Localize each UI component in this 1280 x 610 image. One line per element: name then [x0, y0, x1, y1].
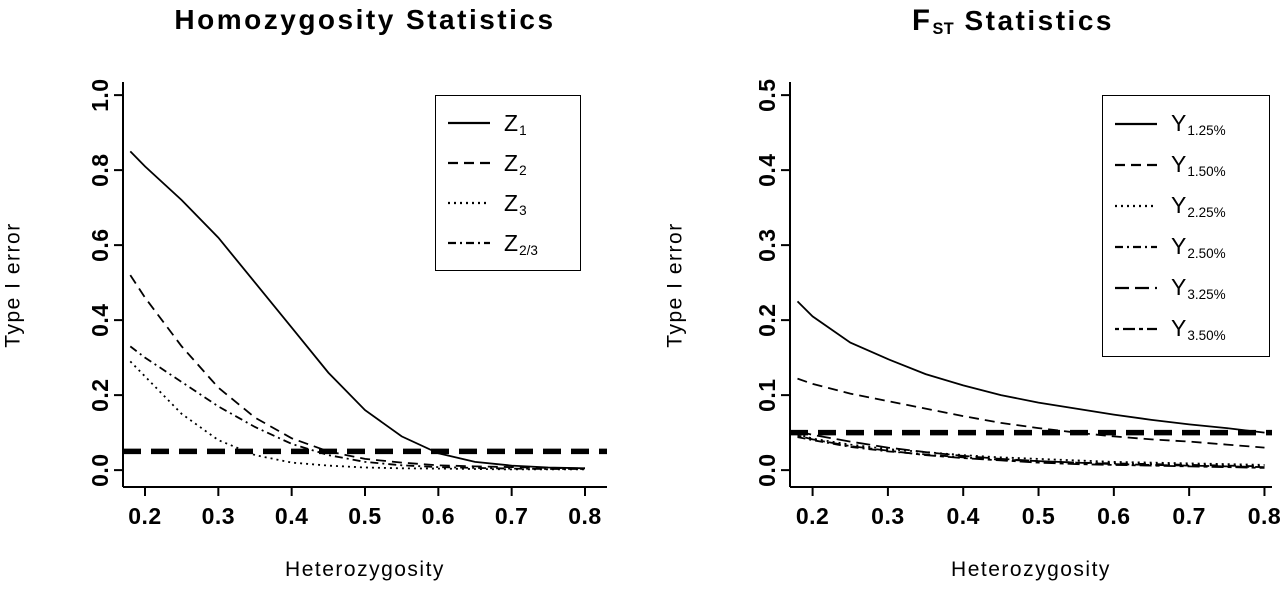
- x-axis-label: Heterozygosity: [951, 558, 1111, 581]
- y-tick-label: 1.0: [87, 78, 113, 111]
- x-tick-label: 0.7: [495, 503, 528, 529]
- legend-homozygosity: Z1 Z2 Z3 Z2/3: [435, 95, 581, 271]
- legend-label-main: Y: [1171, 274, 1187, 300]
- legend-item-Y1.25%: Y1.25%: [1113, 103, 1269, 144]
- series-curve-Y2.25%: [797, 433, 1265, 466]
- legend-label-subscript: 1.25%: [1187, 123, 1226, 138]
- x-tick-label: 0.5: [1022, 503, 1055, 529]
- legend-item-Y3.25%: Y3.25%: [1113, 267, 1269, 308]
- legend-line-sample: [448, 241, 490, 245]
- x-axis-label: Heterozygosity: [285, 558, 445, 581]
- legend-item-Y3.50%: Y3.50%: [1113, 308, 1269, 349]
- chart-title-part: Homozygosity Statistics: [174, 4, 556, 35]
- legend-label: Y2.25%: [1171, 192, 1226, 220]
- x-tick-label: 0.7: [1172, 503, 1205, 529]
- legend-label-subscript: 1: [519, 122, 527, 138]
- legend-label-main: Z: [504, 149, 519, 176]
- plot-fst: 0.2 0.3 0.4 0.5 0.6 0.7 0.8 0.0 0.1 0.2 0.3 0.4 0.5: [754, 78, 1280, 529]
- y-tick-label: 0.0: [754, 453, 780, 486]
- legend-label: Z3: [504, 189, 527, 218]
- legend-label-subscript: 1.50%: [1187, 164, 1226, 179]
- legend-item-Y2.50%: Y2.50%: [1113, 226, 1269, 267]
- series-curve-Y1.25%: [796, 300, 1265, 434]
- y-tick-label: 0.2: [754, 303, 780, 336]
- legend-label: Z1: [504, 109, 527, 138]
- y-tick-label: 0.5: [754, 78, 780, 111]
- legend-label-main: Y: [1171, 192, 1187, 218]
- legend-label: Y3.50%: [1171, 315, 1226, 343]
- legend-label: Z2: [504, 149, 527, 178]
- x-tick-label: 0.3: [871, 503, 904, 529]
- y-tick-label: 0.6: [87, 228, 113, 261]
- legend-line-sample: [1115, 122, 1157, 125]
- series-curve-Z3: [129, 360, 585, 471]
- legend-item-Y2.25%: Y2.25%: [1113, 185, 1269, 226]
- x-tick-label: 0.2: [796, 503, 829, 529]
- y-tick-label: 0.4: [87, 303, 113, 336]
- x-tick-label: 0.4: [946, 503, 979, 529]
- legend-label-subscript: 2/3: [519, 242, 538, 258]
- legend-label-subscript: 2: [519, 162, 527, 178]
- legend-item-Z3: Z3: [446, 183, 580, 223]
- panel-fst: FST Statistics Type I error 0.2 0.3 0.4 0.5…: [640, 0, 1280, 610]
- x-tick-label: 0.4: [275, 503, 308, 529]
- legend-fst: Y1.25% Y1.50% Y2.25% Y2.50% Y3.25% Y3.50%: [1102, 95, 1270, 357]
- y-tick-label: 0.4: [754, 153, 780, 186]
- x-tick-label: 0.6: [1097, 503, 1130, 529]
- x-tick-label: 0.6: [422, 503, 455, 529]
- legend-line-sample: [1115, 245, 1157, 248]
- legend-label: Y1.25%: [1171, 110, 1226, 138]
- legend-label: Y3.25%: [1171, 274, 1226, 302]
- legend-label-subscript: 3.25%: [1187, 287, 1226, 302]
- series-curve-Y3.50%: [797, 434, 1265, 469]
- y-tick-label: 0.0: [87, 453, 113, 486]
- chart-title-part: F: [912, 4, 933, 37]
- x-tick-label: 0.2: [128, 503, 161, 529]
- x-tick-label: 0.8: [1248, 503, 1280, 529]
- legend-item-Y1.50%: Y1.50%: [1113, 144, 1269, 185]
- legend-label-main: Y: [1171, 110, 1187, 136]
- legend-label-main: Y: [1171, 151, 1187, 177]
- legend-line-sample: [448, 201, 490, 205]
- legend-item-Z2: Z2: [446, 143, 580, 183]
- legend-label-subscript: 2.50%: [1187, 246, 1226, 261]
- legend-label: Z2/3: [504, 229, 538, 258]
- legend-label-main: Z: [504, 109, 519, 136]
- legend-label-main: Y: [1171, 315, 1187, 341]
- y-tick-label: 0.3: [754, 228, 780, 261]
- legend-label-main: Z: [504, 189, 519, 216]
- x-tick-label: 0.3: [202, 503, 235, 529]
- legend-label-subscript: 2.25%: [1187, 205, 1226, 220]
- legend-label-subscript: 3: [519, 202, 527, 218]
- y-tick-label: 0.2: [87, 378, 113, 411]
- legend-line-sample: [1115, 163, 1157, 166]
- legend-item-Z2/3: Z2/3: [446, 223, 580, 263]
- legend-label-main: Y: [1171, 233, 1187, 259]
- x-tick-label: 0.5: [348, 503, 381, 529]
- chart-title-fst: FST Statistics: [772, 4, 1254, 38]
- chart-title-homozygosity: Homozygosity Statistics: [123, 4, 607, 36]
- legend-label: Y1.50%: [1171, 151, 1226, 179]
- legend-line-sample: [1115, 327, 1157, 330]
- x-tick-label: 0.8: [568, 503, 601, 529]
- legend-line-sample: [1115, 286, 1157, 289]
- y-tick-label: 0.8: [87, 153, 113, 186]
- y-tick-label: 0.1: [754, 378, 780, 411]
- legend-label-subscript: 3.50%: [1187, 328, 1226, 343]
- legend-line-sample: [448, 121, 490, 125]
- series-curve-Z2: [129, 274, 586, 470]
- legend-label: Y2.50%: [1171, 233, 1226, 261]
- panel-homozygosity: Homozygosity Statistics Type I error 0.2…: [2, 4, 607, 581]
- series-curve-Y1.50%: [797, 377, 1265, 449]
- legend-line-sample: [1115, 204, 1157, 207]
- legend-label-main: Z: [504, 229, 519, 256]
- chart-title-part: ST: [932, 20, 955, 39]
- legend-line-sample: [448, 161, 490, 165]
- chart-title-part: Statistics: [954, 5, 1114, 36]
- plot-homozygosity: 0.2 0.3 0.4 0.5 0.6 0.7 0.8 0.0 0.2 0.4 0.6 0.8 1.0: [87, 78, 607, 529]
- series-curve-Z1: [129, 150, 586, 470]
- legend-item-Z1: Z1: [446, 103, 580, 143]
